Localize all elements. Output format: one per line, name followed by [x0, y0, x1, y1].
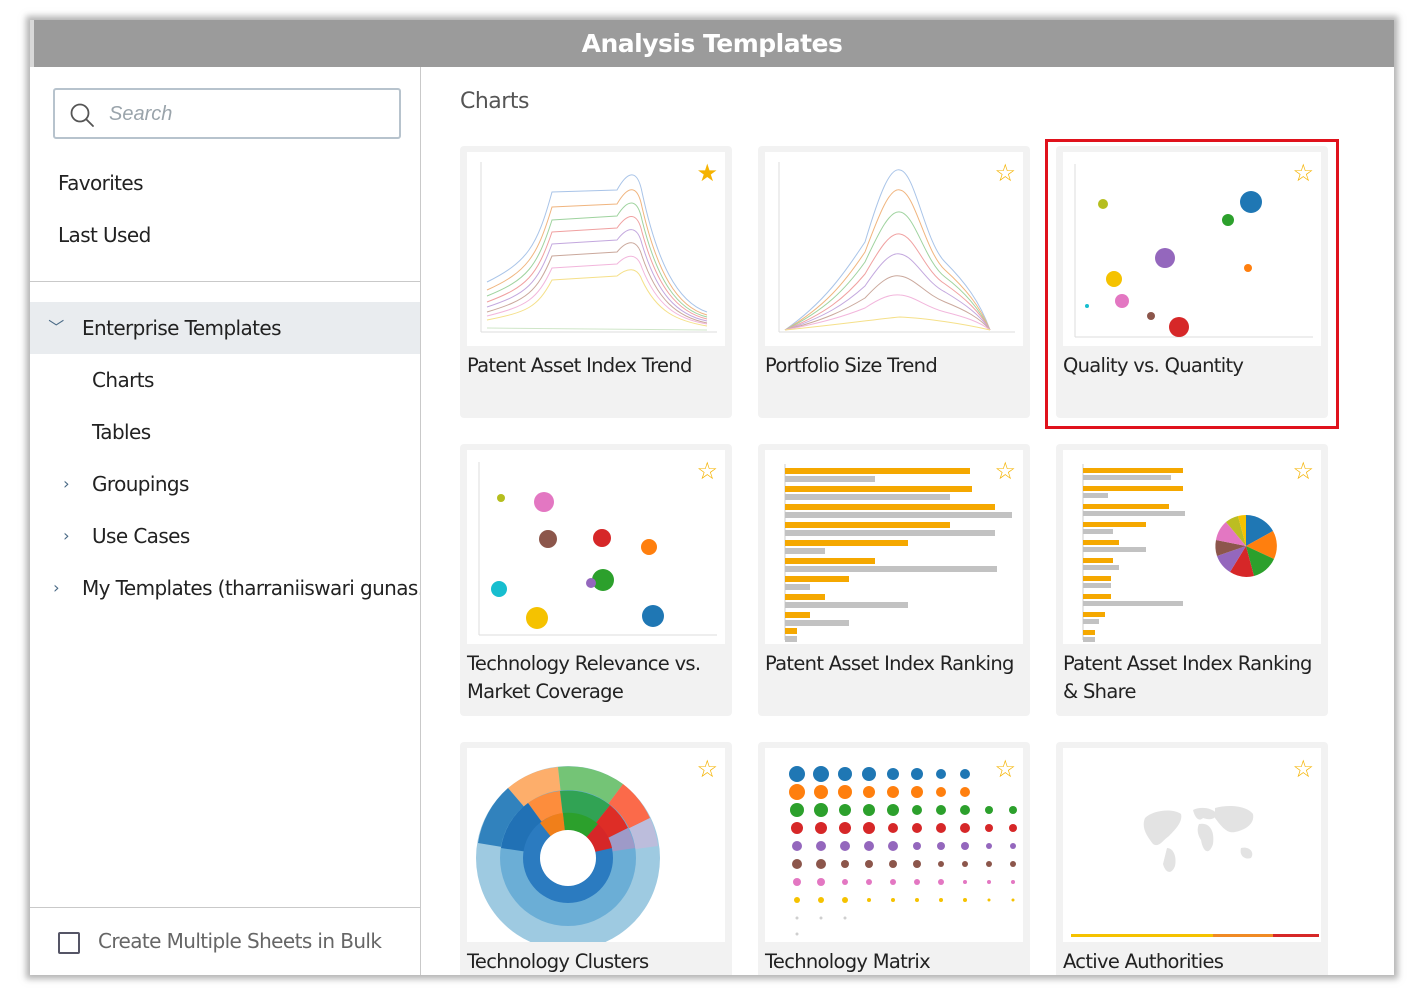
tree-item-my-templates[interactable]: › My Templates (tharraniiswari gunas... [30, 562, 420, 614]
sidebar-divider [30, 281, 421, 282]
card-title: Portfolio Size Trend [765, 354, 938, 377]
search-box[interactable] [53, 88, 401, 139]
search-input[interactable] [109, 99, 389, 129]
chevron-right-icon[interactable]: › [53, 578, 59, 597]
favorite-star-icon[interactable]: ☆ [1292, 458, 1314, 485]
template-card-technology-matrix[interactable]: ☆ Technology Matrix [758, 742, 1030, 975]
chart-thumbnail [467, 152, 725, 346]
chart-thumbnail [765, 450, 1023, 644]
favorite-star-icon[interactable]: ☆ [696, 756, 718, 783]
dialog-titlebar: Analysis Templates [30, 20, 1394, 67]
card-title: Patent Asset Index Ranking & Share [1063, 652, 1312, 703]
tree-item-tables[interactable]: Tables [30, 406, 420, 458]
tree-item-groupings[interactable]: › Groupings [30, 458, 420, 510]
section-title: Charts [460, 89, 529, 114]
card-title: Technology Clusters [467, 950, 649, 973]
chart-thumbnail [1063, 748, 1321, 942]
search-icon [70, 103, 94, 127]
bulk-checkbox[interactable] [58, 932, 80, 954]
card-title: Technology Matrix [765, 950, 931, 973]
card-title: Patent Asset Index Trend [467, 354, 692, 377]
tree-item-label: Groupings [92, 472, 189, 496]
tree-item-label: Use Cases [92, 524, 190, 548]
sidebar: Favorites Last Used ﹀ Enterprise Templat… [30, 67, 421, 975]
chart-thumbnail [765, 152, 1023, 346]
tree-item-label: Charts [92, 368, 154, 392]
template-card-patent-asset-index-trend[interactable]: ★ Patent Asset Index Trend [460, 146, 732, 418]
template-card-technology-relevance-vs-market-coverage[interactable]: ☆ Technology Relevance vs. Market Covera… [460, 444, 732, 716]
chevron-down-icon[interactable]: ﹀ [48, 318, 64, 337]
favorite-star-icon[interactable]: ☆ [994, 756, 1016, 783]
tree-item-label: Enterprise Templates [82, 316, 282, 340]
last-used-link[interactable]: Last Used [58, 223, 151, 247]
favorite-star-icon[interactable]: ☆ [994, 160, 1016, 187]
favorite-star-icon[interactable]: ☆ [1292, 160, 1314, 187]
chart-thumbnail [1063, 152, 1321, 346]
dialog-title: Analysis Templates [581, 29, 843, 58]
tree-item-charts[interactable]: Charts [30, 354, 420, 406]
card-title: Technology Relevance vs. Market Coverage [467, 652, 701, 703]
template-card-portfolio-size-trend[interactable]: ☆ Portfolio Size Trend [758, 146, 1030, 418]
template-card-quality-vs-quantity[interactable]: ☆ Quality vs. Quantity [1056, 146, 1328, 418]
chart-thumbnail [765, 748, 1023, 942]
favorite-star-icon[interactable]: ☆ [1292, 756, 1314, 783]
templates-panel: Charts ★ Patent Asset In [422, 67, 1394, 975]
card-title: Active Authorities [1063, 950, 1224, 973]
chart-thumbnail [467, 450, 725, 644]
card-title: Patent Asset Index Ranking [765, 652, 1014, 675]
bulk-option: Create Multiple Sheets in Bulk [30, 907, 420, 975]
favorite-star-icon[interactable]: ☆ [696, 458, 718, 485]
bulk-label[interactable]: Create Multiple Sheets in Bulk [98, 929, 382, 953]
chevron-right-icon[interactable]: › [63, 474, 69, 493]
chart-thumbnail [467, 748, 725, 942]
sidebar-bottom-divider [30, 907, 421, 908]
selection-highlight [1045, 139, 1339, 429]
favorite-star-icon[interactable]: ☆ [994, 458, 1016, 485]
template-card-patent-asset-index-ranking-and-share[interactable]: ☆ Patent Asset Index Ranking & Share [1056, 444, 1328, 716]
template-card-technology-clusters[interactable]: ☆ Technology Clusters [460, 742, 732, 975]
template-card-patent-asset-index-ranking[interactable]: ☆ Patent Asset Index Ranking [758, 444, 1030, 716]
chevron-right-icon[interactable]: › [63, 526, 69, 545]
template-card-active-authorities[interactable]: ☆ Active Authorities [1056, 742, 1328, 975]
card-title: Quality vs. Quantity [1063, 354, 1244, 377]
favorites-link[interactable]: Favorites [58, 171, 144, 195]
favorite-star-icon[interactable]: ★ [696, 160, 718, 187]
tree-item-use-cases[interactable]: › Use Cases [30, 510, 420, 562]
tree-item-label: Tables [92, 420, 151, 444]
analysis-templates-dialog: Analysis Templates Favorites Last Used ﹀… [30, 20, 1394, 975]
tree-item-label: My Templates (tharraniiswari gunas... [82, 576, 420, 600]
titlebar-edge [30, 20, 34, 67]
chart-thumbnail [1063, 450, 1321, 644]
tree-item-enterprise-templates[interactable]: ﹀ Enterprise Templates [30, 302, 420, 354]
